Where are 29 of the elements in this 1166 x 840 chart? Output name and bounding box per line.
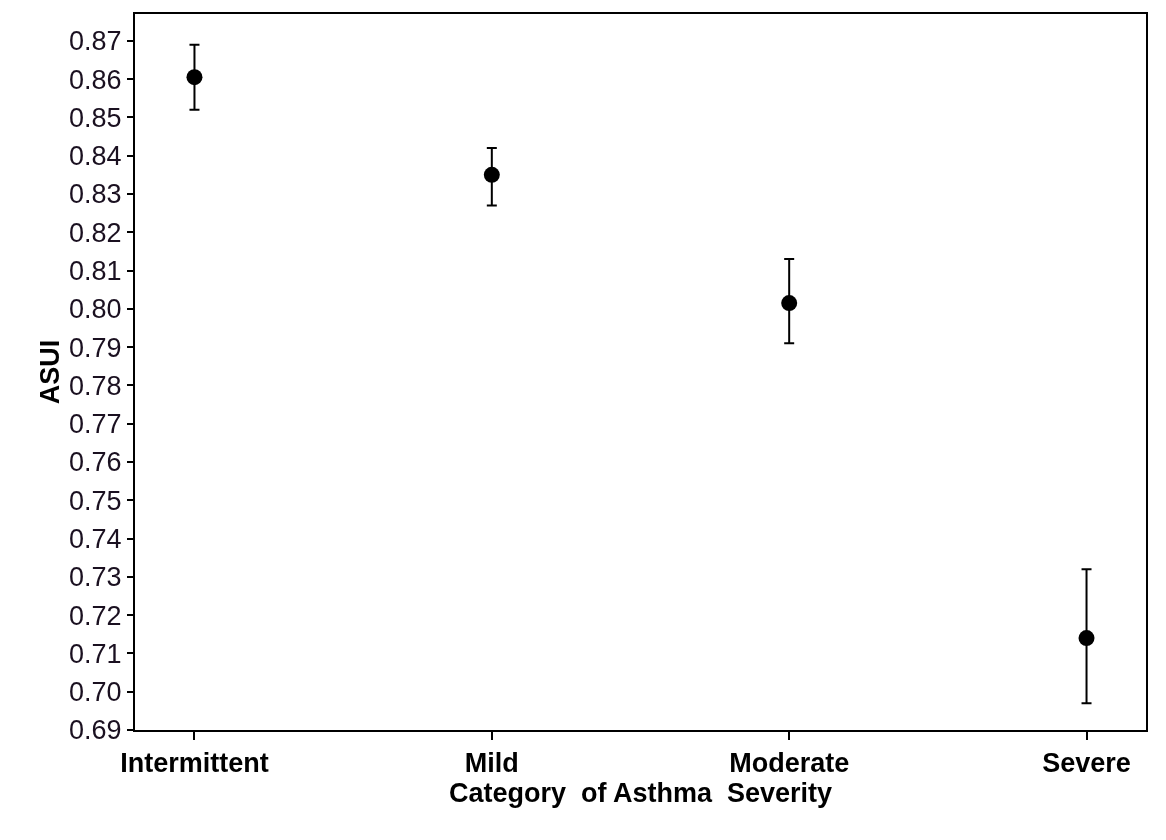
x-axis-title: Category of Asthma Severity — [448, 778, 833, 809]
point — [483, 166, 500, 183]
y-tick-label: 0.84 — [69, 141, 122, 172]
x-tick-label: Severe — [1042, 748, 1131, 779]
x-tick-label: Intermittent — [120, 748, 269, 779]
point — [186, 69, 203, 86]
x-tick-label: Mild — [464, 748, 519, 779]
y-tick-label: 0.80 — [69, 294, 122, 325]
y-tick-label: 0.78 — [69, 370, 122, 401]
y-tick-label: 0.81 — [69, 255, 122, 286]
y-tick-label: 0.71 — [69, 638, 122, 669]
y-tick-label: 0.82 — [69, 217, 122, 248]
y-tick-label: 0.83 — [69, 179, 122, 210]
y-tick-label: 0.77 — [69, 409, 122, 440]
y-tick-label: 0.74 — [69, 524, 122, 555]
y-tick-label: 0.86 — [69, 64, 122, 95]
point — [781, 295, 798, 312]
point — [1078, 630, 1095, 647]
y-axis-title: ASUI — [34, 339, 65, 405]
y-tick-label: 0.73 — [69, 562, 122, 593]
y-tick-label: 0.75 — [69, 485, 122, 516]
x-tick-label: Moderate — [729, 748, 850, 779]
y-tick-label: 0.72 — [69, 600, 122, 631]
y-tick-label: 0.79 — [69, 332, 122, 363]
y-tick-label: 0.76 — [69, 447, 122, 478]
y-tick-label: 0.85 — [69, 102, 122, 133]
y-tick-label: 0.69 — [69, 715, 122, 746]
y-tick-label: 0.70 — [69, 677, 122, 708]
y-tick-label: 0.87 — [69, 26, 122, 57]
